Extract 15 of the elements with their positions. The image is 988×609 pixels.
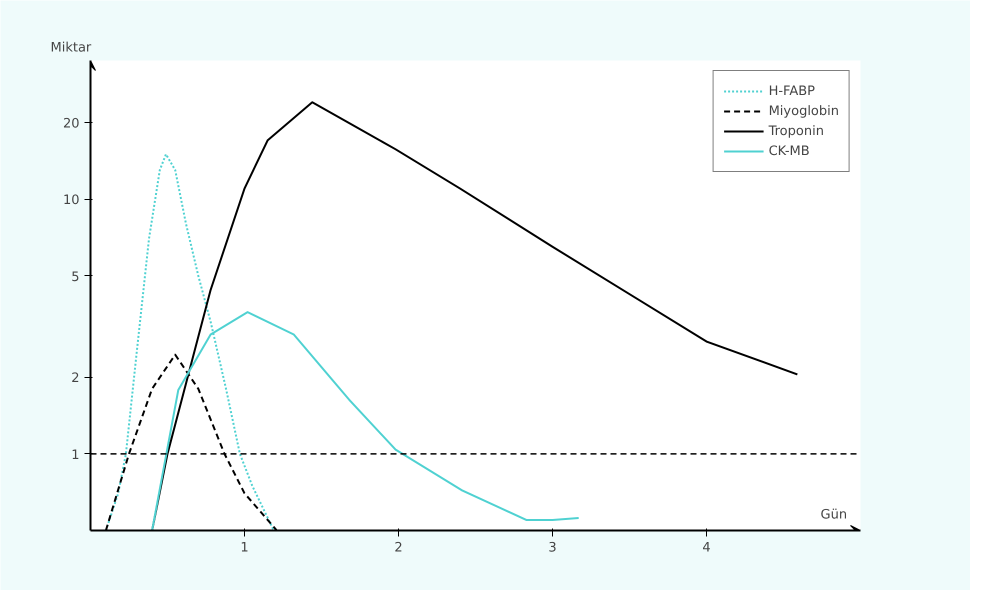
y-tick-label: 10	[62, 193, 80, 208]
y-tick-label: 5	[71, 270, 80, 285]
x-tick-label: 1	[240, 540, 249, 556]
y-axis-title: Miktar	[50, 40, 92, 56]
legend-label: Miyoglobin	[768, 104, 839, 118]
x-tick-label: 3	[548, 540, 557, 556]
y-tick-label: 2	[71, 371, 80, 386]
x-tick-label: 2	[394, 540, 403, 556]
x-tick-label: 4	[702, 540, 711, 556]
legend-label: CK-MB	[768, 144, 810, 158]
y-tick-label: 1	[71, 448, 80, 463]
legend-label: H-FABP	[768, 84, 815, 98]
legend-label: Troponin	[768, 124, 824, 138]
y-tick-label: 20	[62, 116, 80, 132]
x-axis-title: Gün	[820, 508, 848, 522]
